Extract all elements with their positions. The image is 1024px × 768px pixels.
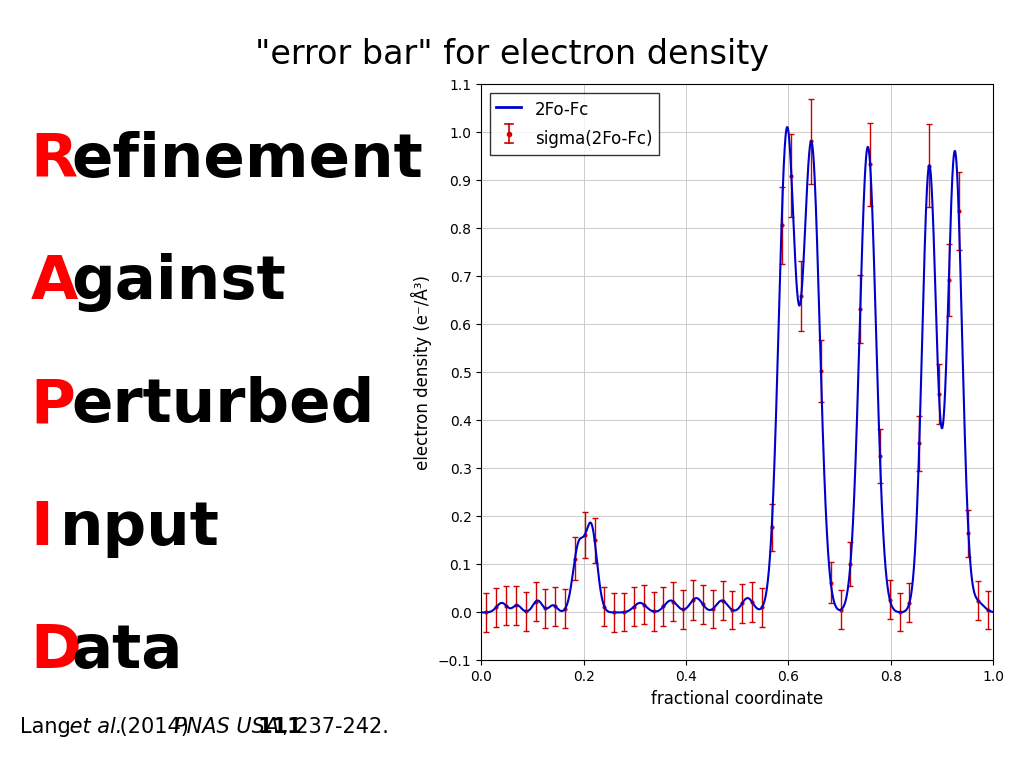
Y-axis label: electron density (e⁻/Å³): electron density (e⁻/Å³) — [412, 275, 432, 470]
Text: "error bar" for electron density: "error bar" for electron density — [255, 38, 769, 71]
Text: P: P — [31, 376, 76, 435]
Text: R: R — [31, 131, 78, 190]
Text: gainst: gainst — [72, 253, 287, 313]
Text: , 237-242.: , 237-242. — [282, 717, 388, 737]
Text: efinement: efinement — [72, 131, 424, 190]
Text: et al.: et al. — [63, 717, 123, 737]
Text: erturbed: erturbed — [72, 376, 375, 435]
Text: Lang: Lang — [20, 717, 72, 737]
Text: PNAS USA: PNAS USA — [174, 717, 280, 737]
Legend: 2Fo-Fc, sigma(2Fo-Fc): 2Fo-Fc, sigma(2Fo-Fc) — [489, 93, 658, 155]
Text: (2014): (2014) — [113, 717, 196, 737]
X-axis label: fractional coordinate: fractional coordinate — [651, 690, 823, 708]
Text: D: D — [31, 622, 82, 681]
Text: A: A — [31, 253, 78, 313]
Text: nput: nput — [59, 499, 219, 558]
Text: ata: ata — [72, 622, 183, 681]
Text: 111: 111 — [251, 717, 302, 737]
Text: I: I — [31, 499, 53, 558]
